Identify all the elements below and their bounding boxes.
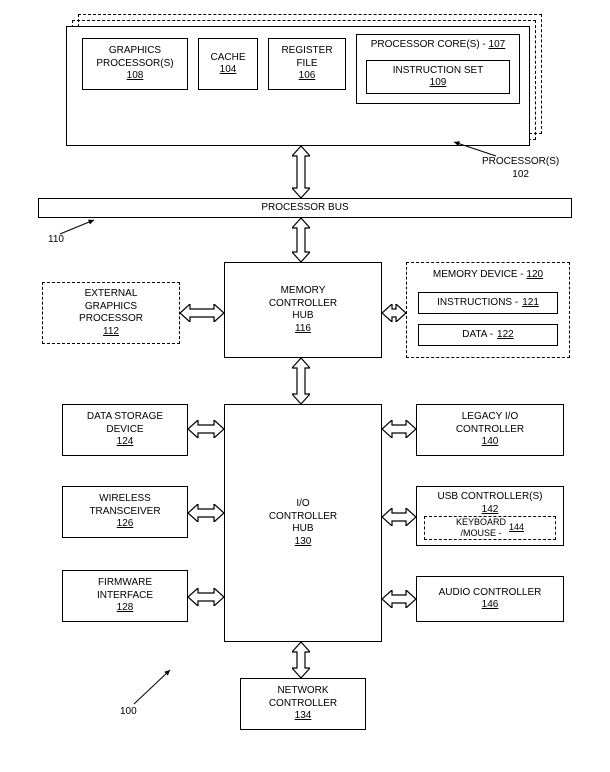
instrset-label: INSTRUCTION SET <box>393 65 484 78</box>
keyboard-mouse-block: KEYBOARD/MOUSE - 144 <box>424 516 556 540</box>
graphics-processor-block: GRAPHICSPROCESSOR(S) 108 <box>82 38 188 90</box>
extgfx-ref: 112 <box>103 326 119 339</box>
ich-ref: 130 <box>295 536 312 549</box>
data-storage-block: DATA STORAGEDEVICE 124 <box>62 404 188 456</box>
ds-ref: 124 <box>117 436 134 449</box>
ds-label: DATA STORAGEDEVICE <box>87 411 163 436</box>
net-label: NETWORKCONTROLLER <box>269 685 337 710</box>
memory-controller-hub-block: MEMORYCONTROLLERHUB 116 <box>224 262 382 358</box>
legacy-ref: 140 <box>482 436 499 449</box>
data-block: DATA - 122 <box>418 324 558 346</box>
kbd-ref: 144 <box>509 522 524 533</box>
usb-label: USB CONTROLLER(S) <box>437 491 542 504</box>
usb-ref: 142 <box>482 504 499 517</box>
io-controller-hub-block: I/OCONTROLLERHUB 130 <box>224 404 382 642</box>
memdev-label: MEMORY DEVICE - 120 <box>433 269 543 282</box>
instructions-block: INSTRUCTIONS - 121 <box>418 292 558 314</box>
net-ref: 134 <box>295 710 312 723</box>
graphics-label: GRAPHICSPROCESSOR(S) <box>96 45 173 70</box>
wl-label: WIRELESSTRANSCEIVER <box>89 493 160 518</box>
audio-block: AUDIO CONTROLLER 146 <box>416 576 564 622</box>
cores-label: PROCESSOR CORE(S) - 107 <box>371 39 505 52</box>
processor-bus: PROCESSOR BUS <box>38 198 572 218</box>
network-block: NETWORKCONTROLLER 134 <box>240 678 366 730</box>
wl-ref: 126 <box>117 518 134 531</box>
instruction-set-block: INSTRUCTION SET 109 <box>366 60 510 94</box>
data-label: DATA - <box>462 329 493 342</box>
instr-label: INSTRUCTIONS - <box>437 297 518 310</box>
regfile-ref: 106 <box>299 70 316 83</box>
fw-ref: 128 <box>117 602 134 615</box>
mch-label: MEMORYCONTROLLERHUB <box>269 285 337 323</box>
legacy-io-block: LEGACY I/OCONTROLLER 140 <box>416 404 564 456</box>
ich-label: I/OCONTROLLERHUB <box>269 498 337 536</box>
cache-ref: 104 <box>220 64 237 77</box>
bus-label: PROCESSOR BUS <box>261 202 348 215</box>
audio-label: AUDIO CONTROLLER <box>439 587 542 600</box>
audio-ref: 146 <box>482 599 499 612</box>
fw-label: FIRMWAREINTERFACE <box>97 577 153 602</box>
graphics-ref: 108 <box>127 70 144 83</box>
data-ref: 122 <box>497 329 514 342</box>
legacy-label: LEGACY I/OCONTROLLER <box>456 411 524 436</box>
register-file-block: REGISTERFILE 106 <box>268 38 346 90</box>
cache-block: CACHE 104 <box>198 38 258 90</box>
wireless-block: WIRELESSTRANSCEIVER 126 <box>62 486 188 538</box>
instr-ref: 121 <box>522 297 539 310</box>
external-graphics-block: EXTERNALGRAPHICSPROCESSOR 112 <box>42 282 180 344</box>
cache-label: CACHE <box>210 52 245 65</box>
kbd-label: KEYBOARD/MOUSE - <box>456 517 506 540</box>
instrset-ref: 109 <box>430 77 447 90</box>
extgfx-label: EXTERNALGRAPHICSPROCESSOR <box>79 288 143 326</box>
firmware-block: FIRMWAREINTERFACE 128 <box>62 570 188 622</box>
regfile-label: REGISTERFILE <box>281 45 332 70</box>
mch-ref: 116 <box>295 323 311 336</box>
